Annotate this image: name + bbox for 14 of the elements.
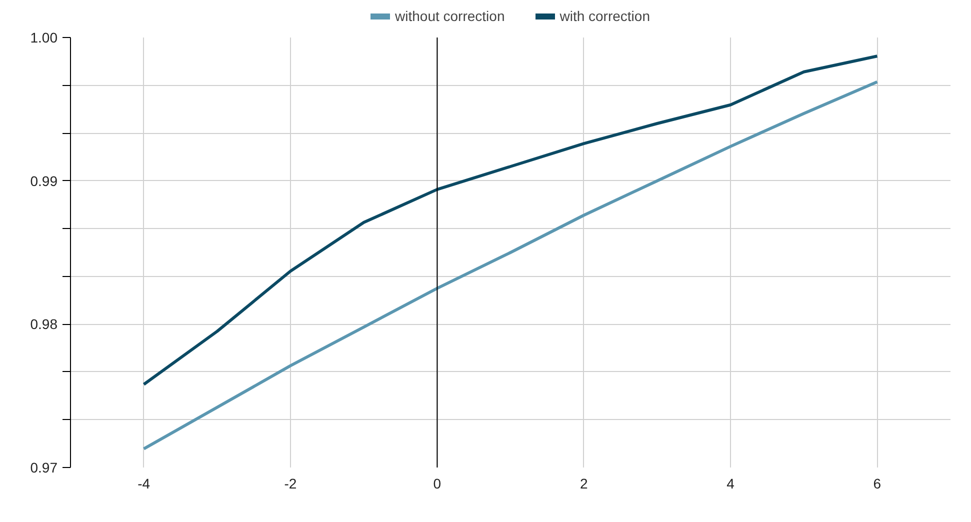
x-tick-label: -4 bbox=[138, 476, 150, 492]
x-tick-label: -2 bbox=[284, 476, 297, 492]
y-tick-label: 0.99 bbox=[30, 172, 58, 189]
y-tick-label: 1.00 bbox=[30, 30, 58, 46]
x-tick-label: 2 bbox=[580, 476, 588, 492]
legend-label: with correction bbox=[560, 8, 650, 24]
line-series bbox=[142, 80, 879, 450]
y-tick-label: 0.97 bbox=[30, 460, 58, 476]
x-tick-label: 4 bbox=[726, 476, 735, 492]
x-tick-label: 0 bbox=[433, 476, 442, 492]
y-tick-label: 0.98 bbox=[30, 316, 58, 332]
x-tick-label: 6 bbox=[873, 476, 882, 492]
line-series bbox=[142, 54, 879, 386]
legend-label: without correction bbox=[395, 8, 505, 24]
